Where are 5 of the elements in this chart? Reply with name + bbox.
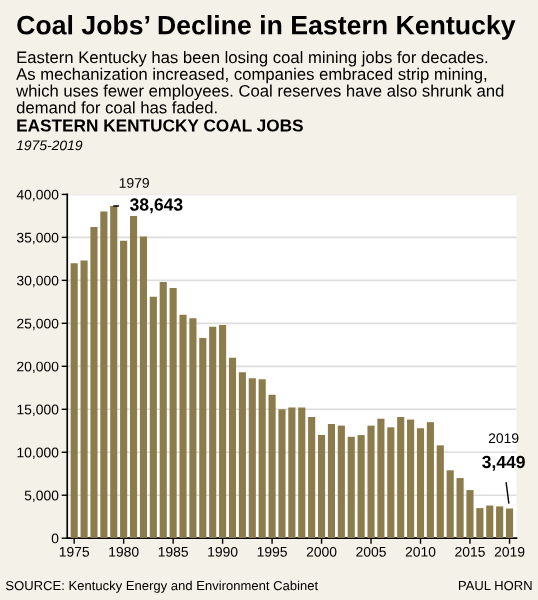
data-label: 3,449 [482,455,525,471]
chart-subtitle: Eastern Kentucky has been losing coal mining jobs for decades. As mechanization increased, companies embraced strip mining, which uses fewer employees. Coal reserves have also shrunk and demand for coal has faded. [16,51,504,114]
chart-title: Coal Jobs’ Decline in Eastern Kentucky [17,15,516,40]
data-label: 38,643 [129,198,183,214]
text: EASTERN KENTUCKY COAL JOBS [17,119,303,132]
